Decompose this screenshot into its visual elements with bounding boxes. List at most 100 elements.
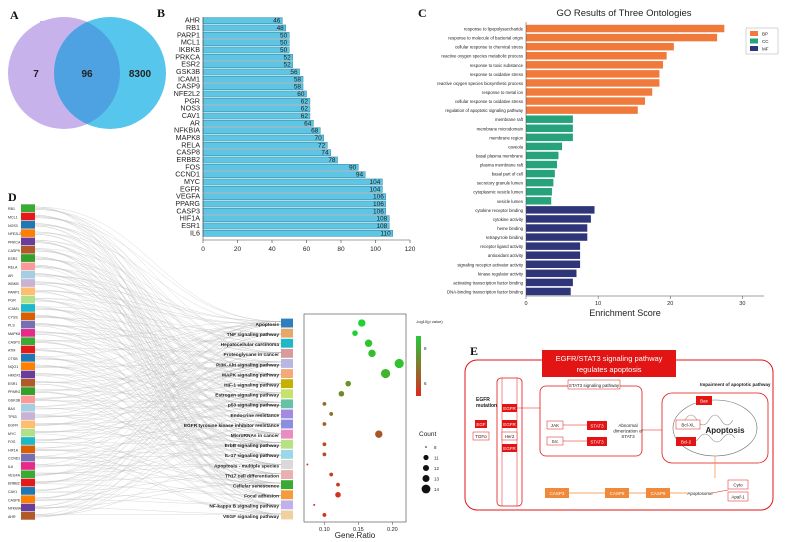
sankey-flow xyxy=(34,390,283,515)
sankey-flow xyxy=(34,242,283,447)
sankey-flow xyxy=(34,316,283,425)
bar-hif1a xyxy=(202,215,390,222)
sankey-gene-label: FOS xyxy=(8,440,16,444)
svg-text:Cyto: Cyto xyxy=(733,483,743,488)
sankey-flow xyxy=(34,314,283,484)
sankey-flow xyxy=(34,291,283,496)
sankey-flow xyxy=(34,423,283,517)
go-bar xyxy=(526,242,581,250)
sankey-gene-label: MCL1 xyxy=(8,216,18,220)
sankey-flow xyxy=(34,433,283,460)
go-bar xyxy=(526,251,581,259)
bar-pgr xyxy=(202,98,311,105)
bar-nos3 xyxy=(202,105,311,112)
gene-label-ikbkb: IKBKB xyxy=(179,45,200,54)
bar-esr1 xyxy=(202,222,390,230)
sankey-flow xyxy=(34,392,283,433)
gene-label-gsk3b: GSK3B xyxy=(176,67,200,76)
bar-casp8 xyxy=(202,149,331,156)
sankey-gene-label: HIF1A xyxy=(8,448,19,452)
sankey-flow xyxy=(34,454,283,517)
mitochondrion-outline xyxy=(672,399,758,457)
node-bclxl xyxy=(675,419,701,430)
sankey-flow xyxy=(34,240,283,394)
sankey-flow xyxy=(34,464,283,487)
go-term-label: tetrapyrrole binding xyxy=(486,235,523,240)
legend-label-cc: CC xyxy=(762,39,769,44)
sankey-flow xyxy=(34,358,283,384)
sankey-gene-label: IL6 xyxy=(8,465,13,469)
sankey-flow xyxy=(34,405,283,475)
value-label-pparg: 106 xyxy=(373,201,384,208)
go-bar xyxy=(526,106,638,114)
bar-erbb2 xyxy=(202,156,338,164)
sankey-flow xyxy=(34,454,283,458)
sankey-flow xyxy=(34,225,283,465)
value-label-pgr: 62 xyxy=(301,98,309,105)
pathway-label: ErbB signaling pathway xyxy=(225,443,280,449)
sankey-flow xyxy=(34,274,283,344)
gene-label-mcl1: MCL1 xyxy=(181,38,200,47)
node-stat3-2 xyxy=(587,437,607,446)
svg-text:EGFR: EGFR xyxy=(503,406,516,411)
sankey-flow xyxy=(34,343,283,457)
sankey-flow xyxy=(34,507,283,515)
pathway-label: NF-kappa B signaling pathway xyxy=(209,504,279,510)
sankey-gene-node xyxy=(21,437,35,445)
sankey-flow xyxy=(34,209,283,344)
sankey-gene-node xyxy=(21,511,35,520)
sankey-gene-node xyxy=(21,453,35,462)
node-egfr-3 xyxy=(502,444,517,452)
pathway-node xyxy=(281,419,293,429)
sankey-flow xyxy=(34,341,283,487)
sankey-flow xyxy=(34,308,283,394)
x-tick-label: 40 xyxy=(268,246,276,253)
sankey-flow xyxy=(34,216,283,406)
sankey-flow xyxy=(34,274,283,375)
sankey-flow xyxy=(34,250,283,425)
sankey-gene-node xyxy=(21,412,35,420)
sankey-flow xyxy=(34,361,283,499)
go-bar xyxy=(526,260,581,268)
gene-label-ahr: AHR xyxy=(185,16,200,25)
sankey-flow xyxy=(34,331,283,403)
sankey-flow xyxy=(34,289,283,353)
value-label-fos: 90 xyxy=(349,164,357,171)
sankey-flow xyxy=(34,472,283,496)
panel-label-b: B xyxy=(157,6,166,20)
sankey-flow xyxy=(34,365,283,415)
node-her2 xyxy=(501,431,518,441)
sankey-flow xyxy=(34,323,283,425)
go-term-label: cellular response to chemical stress xyxy=(455,45,523,50)
node-bcl2 xyxy=(676,437,696,446)
sankey-flow xyxy=(34,423,283,509)
sankey-gene-node xyxy=(21,445,35,454)
sankey-gene-node xyxy=(21,229,35,237)
sankey-flow xyxy=(34,343,283,515)
gene-label-vegfa: VEGFA xyxy=(176,192,200,201)
pathway-node xyxy=(281,348,293,358)
sankey-flow xyxy=(34,257,283,425)
sankey-flow xyxy=(34,405,283,410)
value-label-cav1: 62 xyxy=(301,113,309,120)
sankey-gene-label: NFE2L2 xyxy=(8,232,21,236)
sankey-flow xyxy=(34,250,283,394)
go-bar xyxy=(526,197,552,205)
sankey-flow xyxy=(34,464,283,474)
bar-cav1 xyxy=(202,112,311,120)
sankey-flow xyxy=(34,342,283,434)
pathway-label: p53 signaling pathway xyxy=(228,403,280,409)
sankey-flow xyxy=(34,414,283,490)
sankey-flow xyxy=(34,307,283,447)
sankey-flow xyxy=(34,392,283,509)
sankey-flow xyxy=(34,306,283,506)
sankey-flow xyxy=(34,442,283,447)
node-casp9 xyxy=(646,488,670,498)
sankey-flow xyxy=(34,392,283,456)
pathway-label: Apoptosis xyxy=(256,322,280,328)
value-label-ahr: 46 xyxy=(273,18,281,25)
sankey-flow xyxy=(34,259,283,366)
gene-label-rb1: RB1 xyxy=(186,23,200,32)
